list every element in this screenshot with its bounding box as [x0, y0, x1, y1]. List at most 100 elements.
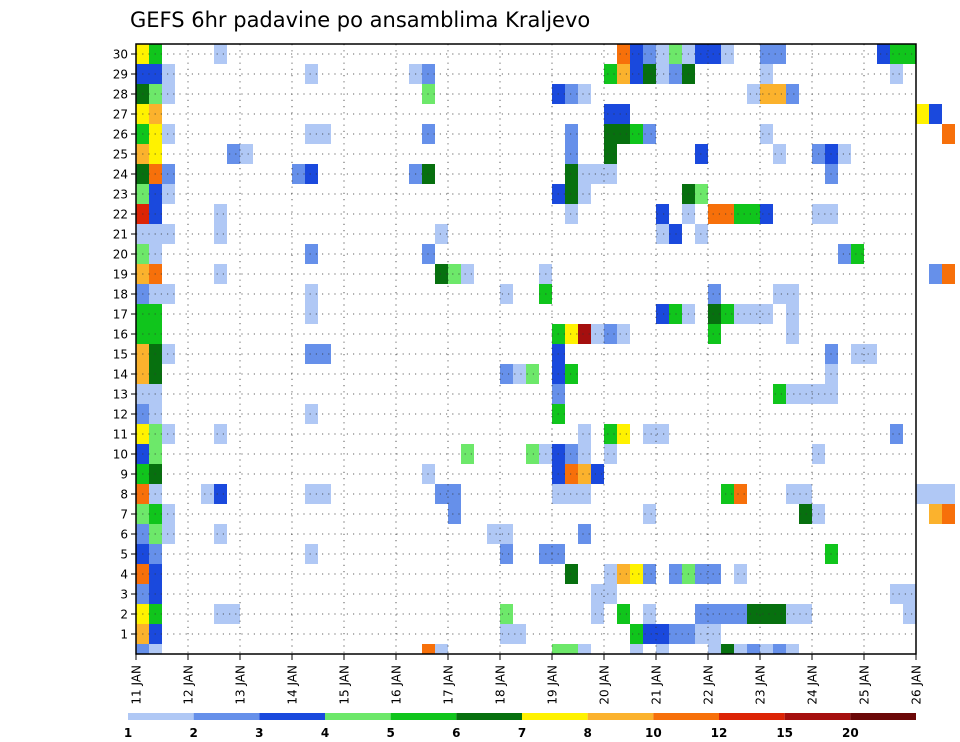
heatmap-cell [565, 184, 578, 204]
heatmap-cell [942, 504, 955, 524]
heatmap-cell [591, 324, 604, 344]
heatmap-cell [565, 364, 578, 384]
heatmap-cell [734, 644, 747, 654]
heatmap-cell [890, 64, 903, 84]
heatmap-cell [214, 424, 227, 444]
heatmap-cell [786, 604, 799, 624]
heatmap-cell [162, 424, 175, 444]
heatmap-cell [695, 604, 708, 624]
heatmap-cell [500, 544, 513, 564]
heatmap-cell [214, 44, 227, 64]
heatmap-cell [604, 64, 617, 84]
heatmap-cell [617, 564, 630, 584]
heatmap-cell [565, 484, 578, 504]
heatmap-cell [799, 504, 812, 524]
y-tick-label: 18 [113, 288, 128, 302]
heatmap-cell [721, 44, 734, 64]
heatmap-cell [578, 484, 591, 504]
heatmap-cell [708, 624, 721, 644]
heatmap-cell [656, 304, 669, 324]
colorbar-label: 20 [842, 726, 859, 740]
heatmap-cell [734, 564, 747, 584]
heatmap-cell [487, 524, 500, 544]
heatmap-cell [760, 204, 773, 224]
heatmap-cell [838, 144, 851, 164]
heatmap-cell [942, 124, 955, 144]
heatmap-cell [786, 324, 799, 344]
x-tick-label: 15 JAN [338, 665, 352, 705]
heatmap-cell [435, 644, 448, 654]
heatmap-cell [214, 204, 227, 224]
y-tick-label: 12 [113, 408, 128, 422]
heatmap-cell [305, 244, 318, 264]
heatmap-cell [214, 524, 227, 544]
y-tick-label: 20 [113, 248, 128, 262]
heatmap-cell [890, 44, 903, 64]
y-tick-label: 21 [113, 228, 128, 242]
heatmap-cell [162, 124, 175, 144]
colorbar-label: 6 [452, 726, 460, 740]
colorbar-segment [325, 713, 391, 720]
heatmap-cell [773, 284, 786, 304]
heatmap-cell [526, 444, 539, 464]
heatmap-cell [552, 644, 565, 654]
heatmap-cell [708, 204, 721, 224]
x-tick-label: 20 JAN [598, 665, 612, 705]
heatmap-cell [318, 344, 331, 364]
heatmap-cell [643, 124, 656, 144]
heatmap-cell [721, 304, 734, 324]
heatmap-cell [604, 144, 617, 164]
heatmap-cell [604, 104, 617, 124]
heatmap-cell [656, 204, 669, 224]
heatmap-cell [916, 104, 929, 124]
y-tick-label: 8 [120, 488, 128, 502]
y-tick-label: 22 [113, 208, 128, 222]
heatmap-cell [864, 344, 877, 364]
heatmap-cell [162, 504, 175, 524]
heatmap-cell [305, 284, 318, 304]
colorbar-label: 12 [711, 726, 728, 740]
heatmap-cell [448, 264, 461, 284]
heatmap-cell [773, 44, 786, 64]
heatmap-cell [565, 124, 578, 144]
heatmap-cell [708, 604, 721, 624]
heatmap-cell [643, 624, 656, 644]
heatmap-cell [162, 164, 175, 184]
heatmap-cell [162, 344, 175, 364]
heatmap-cell [929, 484, 942, 504]
heatmap-cell [565, 644, 578, 654]
colorbar-segment [587, 713, 654, 720]
heatmap-cell [591, 584, 604, 604]
heatmap-cell [513, 364, 526, 384]
heatmap-cell [760, 44, 773, 64]
heatmap-cell [721, 604, 734, 624]
heatmap-cell [695, 44, 708, 64]
heatmap-cell [760, 84, 773, 104]
y-tick-label: 4 [120, 568, 128, 582]
heatmap-cell [162, 524, 175, 544]
x-tick-label: 22 JAN [702, 665, 716, 705]
heatmap-cell [851, 244, 864, 264]
y-tick-label: 15 [113, 348, 128, 362]
heatmap-cell [903, 584, 916, 604]
y-tick-label: 27 [113, 108, 128, 122]
heatmap-cell [604, 124, 617, 144]
y-tick-label: 6 [120, 528, 128, 542]
heatmap-cell [305, 404, 318, 424]
x-tick-label: 17 JAN [442, 665, 456, 705]
heatmap-cell [214, 264, 227, 284]
heatmap-cell [318, 484, 331, 504]
heatmap-cell [734, 604, 747, 624]
heatmap-cell [773, 604, 786, 624]
heatmap-cell [565, 324, 578, 344]
heatmap-cell [786, 284, 799, 304]
heatmap-cell [877, 44, 890, 64]
x-tick-label: 14 JAN [286, 665, 300, 705]
x-tick-label: 16 JAN [390, 665, 404, 705]
heatmap-cell [786, 484, 799, 504]
heatmap-cell [565, 144, 578, 164]
heatmap-cell [578, 164, 591, 184]
y-tick-label: 16 [113, 328, 128, 342]
colorbar-segment [390, 713, 457, 720]
heatmap-cell [630, 564, 643, 584]
